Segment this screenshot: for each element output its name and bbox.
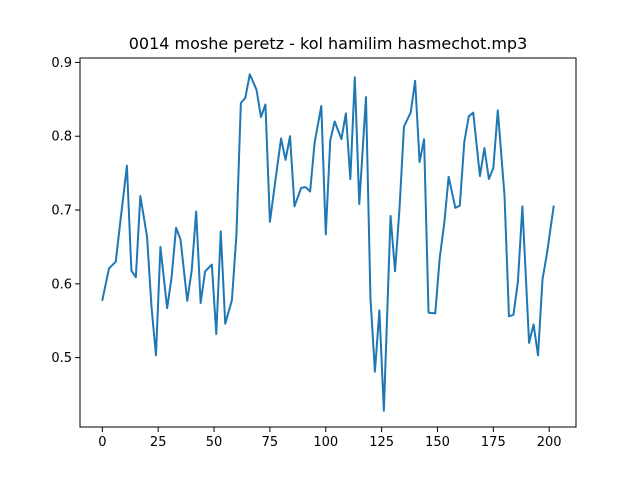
x-tick-label: 0 [98, 435, 106, 450]
x-tick-label: 25 [150, 435, 167, 450]
axes-frame [79, 57, 577, 428]
y-tick-label: 0.5 [51, 351, 72, 366]
x-tick-label: 150 [425, 435, 450, 450]
y-tick-label: 0.6 [51, 277, 72, 292]
y-tick-label: 0.7 [51, 204, 72, 219]
x-tick-label: 125 [369, 435, 394, 450]
x-tick-label: 100 [313, 435, 338, 450]
x-tick-label: 75 [262, 435, 279, 450]
y-axis: 0.5 0.6 0.7 0.8 0.9 [51, 56, 80, 366]
x-axis: 0 25 50 75 100 125 150 175 200 [98, 427, 562, 450]
x-tick-label: 200 [537, 435, 562, 450]
series-line [101, 73, 555, 412]
y-tick-label: 0.9 [51, 56, 72, 71]
chart-title: 0014 moshe peretz - kol hamilim hasmecho… [129, 34, 528, 53]
x-tick-label: 175 [481, 435, 506, 450]
x-tick-label: 50 [206, 435, 223, 450]
y-tick-label: 0.8 [51, 130, 72, 145]
plot-area [79, 57, 577, 428]
